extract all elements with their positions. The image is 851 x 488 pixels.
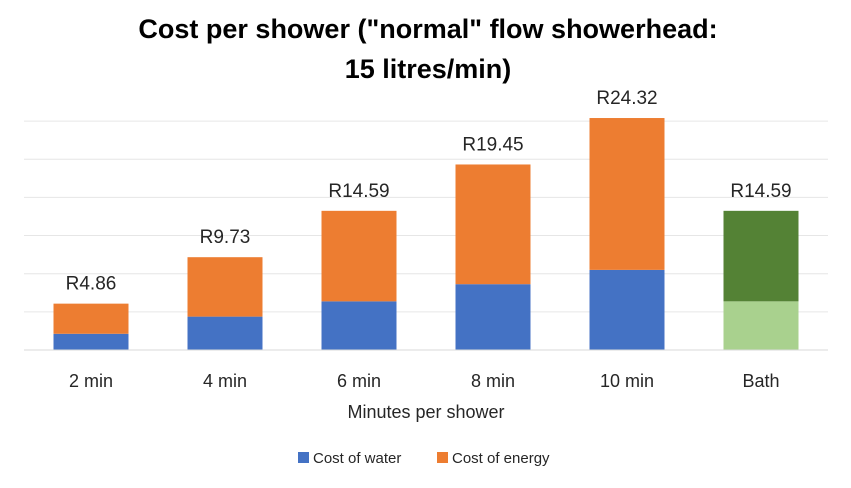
bar-segment-cost-of-energy xyxy=(321,210,397,302)
legend-label-cost-of-energy: Cost of energy xyxy=(452,450,550,467)
total-label: R19.45 xyxy=(462,134,523,155)
bar-segment-cost-of-energy xyxy=(723,210,799,302)
legend-swatch-cost-of-energy xyxy=(437,452,448,463)
bar-segment-cost-of-water xyxy=(723,301,799,350)
x-tick-label: Bath xyxy=(742,371,779,391)
x-tick-label: 8 min xyxy=(471,371,515,391)
x-tick-label: 4 min xyxy=(203,371,247,391)
total-label: R24.32 xyxy=(596,88,657,109)
legend: Cost of water Cost of energy xyxy=(298,450,550,467)
legend-label-cost-of-water: Cost of water xyxy=(313,450,401,467)
x-tick-labels: 2 min 4 min 6 min 8 min 10 min Bath xyxy=(69,371,780,391)
total-label: R9.73 xyxy=(200,227,251,248)
bar-segment-cost-of-energy xyxy=(589,118,665,270)
bars xyxy=(53,118,799,350)
x-tick-label: 6 min xyxy=(337,371,381,391)
gridlines xyxy=(24,120,828,313)
chart-title-line-1: Cost per shower ("normal" flow showerhea… xyxy=(138,14,717,44)
legend-swatch-cost-of-water xyxy=(298,452,309,463)
total-label: R14.59 xyxy=(328,181,389,202)
bar-segment-cost-of-water xyxy=(53,333,129,350)
x-axis-title: Minutes per shower xyxy=(347,402,504,422)
total-labels: R4.86 R9.73 R14.59 R19.45 R24.32 R14.59 xyxy=(66,88,792,295)
bar-segment-cost-of-water xyxy=(321,301,397,350)
bar-segment-cost-of-energy xyxy=(455,164,531,285)
bar-segment-cost-of-energy xyxy=(53,303,129,334)
bar-segment-cost-of-water xyxy=(187,316,263,350)
x-tick-label: 10 min xyxy=(600,371,654,391)
bar-segment-cost-of-energy xyxy=(187,257,263,317)
x-tick-label: 2 min xyxy=(69,371,113,391)
total-label: R4.86 xyxy=(66,274,117,295)
bar-segment-cost-of-water xyxy=(455,284,531,350)
bar-segment-cost-of-water xyxy=(589,269,665,350)
chart-title-line-2: 15 litres/min) xyxy=(345,54,512,84)
total-label: R14.59 xyxy=(730,181,791,202)
